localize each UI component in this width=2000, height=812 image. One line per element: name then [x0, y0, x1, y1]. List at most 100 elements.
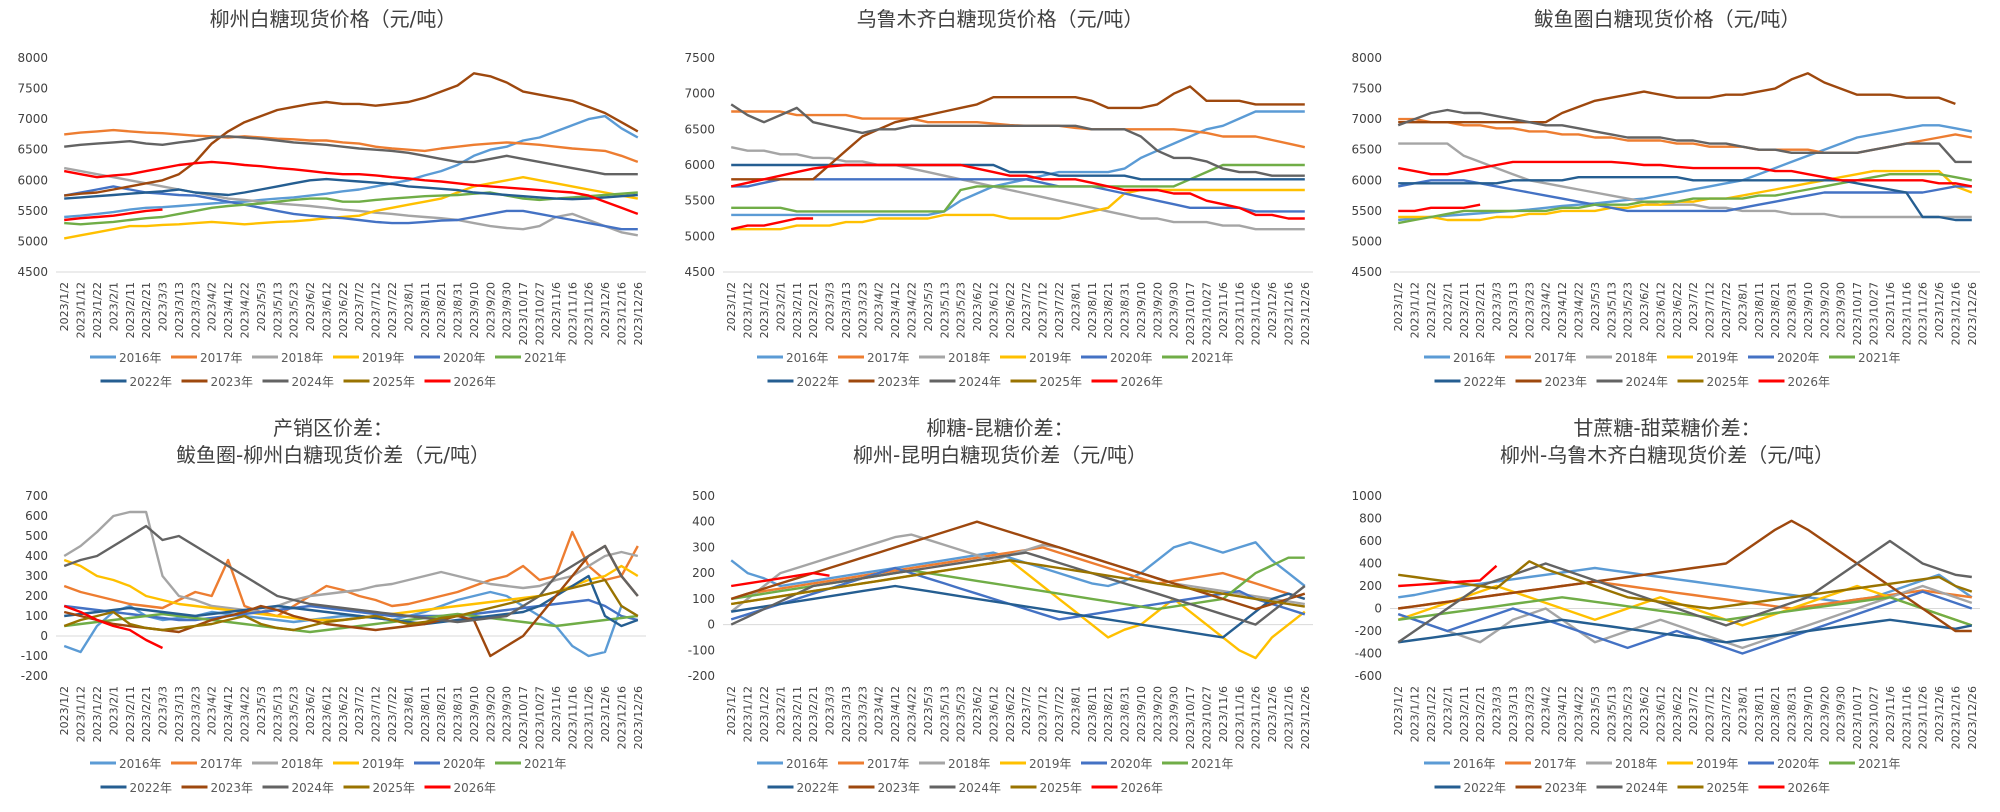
x-tick-label: 2023/12/26: [1299, 282, 1312, 345]
series-line-2022年: [1398, 176, 1972, 222]
x-tick-label: 2023/8/11: [1753, 282, 1766, 338]
x-tick-label: 2023/2/11: [791, 282, 804, 338]
legend-item: 2019年: [1000, 757, 1072, 771]
series-line-2020年: [731, 178, 1305, 213]
x-tick-label: 2023/12/16: [1282, 282, 1295, 345]
x-tick-label: 2023/4/12: [222, 686, 235, 742]
x-tick-label: 2023/2/11: [791, 686, 804, 742]
x-tick-label: 2023/3/23: [189, 686, 202, 742]
x-tick-label: 2023/6/2: [304, 686, 317, 735]
x-tick-label: 2023/2/1: [107, 686, 120, 735]
legend-item: 2026年: [424, 781, 497, 795]
x-tick-label: 2023/8/11: [419, 282, 432, 338]
x-tick-label: 2023/3/3: [824, 282, 837, 331]
chart-wulumuqi: 乌鲁木齐白糖现货价格（元/吨） 4500 5000 5500 6000 6500 7000 7…: [684, 7, 1313, 389]
legend-item: 2020年: [414, 351, 486, 365]
x-tick-label: 2023/10/27: [533, 686, 546, 749]
x-tick-label: 2023/5/23: [288, 282, 301, 338]
chart-title: 鲅鱼圈白糖现货价格（元/吨）: [1534, 7, 1801, 31]
x-tick-label: 2023/5/3: [1589, 282, 1602, 331]
series-line-2018年: [1397, 584, 1973, 650]
y-tick-label: 8000: [17, 51, 48, 65]
legend-item: 2023年: [1515, 781, 1587, 795]
legend-item: 2017年: [171, 757, 243, 771]
legend-label: 2021年: [524, 351, 567, 365]
x-tick-label: 2023/10/17: [1184, 686, 1197, 749]
legend-label: 2024年: [959, 375, 1002, 389]
x-tick-label: 2023/10/17: [1851, 686, 1864, 749]
x-tick-label: 2023/10/27: [1200, 686, 1213, 749]
x-tick-label: 2023/4/22: [238, 282, 251, 338]
series-line-2025年: [731, 559, 1305, 608]
series-line-2016年: [64, 114, 639, 219]
x-tick-label: 2023/9/10: [1135, 686, 1148, 742]
x-tick-label: 2023/10/17: [1184, 282, 1197, 345]
y-tick-label: 5000: [684, 229, 715, 243]
series-line-2022年: [64, 177, 638, 201]
legend-label: 2019年: [1696, 757, 1739, 771]
series-line-2025年: [730, 163, 1305, 220]
legend-label: 2020年: [1777, 757, 1820, 771]
x-tick-label: 2023/4/12: [1556, 686, 1569, 742]
legend-item: 2025年: [1677, 375, 1749, 389]
legend-item: 2026年: [1091, 375, 1163, 389]
y-tick-label: 6000: [1351, 173, 1382, 187]
legend-item: 2024年: [1596, 375, 1668, 389]
series-line-2025年: [63, 578, 639, 632]
x-tick-label: 2023/2/21: [1474, 686, 1487, 742]
y-tick-label: 1000: [1351, 489, 1382, 503]
x-tick-label: 2023/3/3: [1491, 282, 1504, 331]
x-tick-label: 2023/3/13: [173, 282, 186, 338]
x-tick-label: 2023/9/30: [1168, 686, 1181, 742]
legend-item: 2020年: [1081, 351, 1153, 365]
x-tick-label: 2023/11/6: [550, 282, 563, 338]
y-tick-label: -200: [1355, 624, 1382, 638]
legend-label: 2019年: [1029, 351, 1072, 365]
x-tick-label: 2023/2/1: [774, 282, 787, 331]
x-tick-label: 2023/5/13: [1605, 686, 1618, 742]
series-line-2020年: [63, 185, 638, 231]
x-tick-label: 2023/11/16: [566, 282, 579, 345]
x-tick-label: 2023/6/22: [1671, 686, 1684, 742]
y-tick-label: 5000: [1351, 234, 1382, 248]
y-tick-label: 7500: [1351, 82, 1382, 96]
legend-label: 2021年: [524, 757, 567, 771]
x-tick-label: 2023/4/22: [905, 282, 918, 338]
x-tick-label: 2023/4/12: [1556, 282, 1569, 338]
x-tick-label: 2023/6/2: [1638, 686, 1651, 735]
y-tick-label: 100: [692, 592, 715, 606]
x-tick-label: 2023/10/27: [1867, 282, 1880, 345]
x-tick-label: 2023/12/6: [1266, 282, 1279, 338]
x-tick-label: 2023/7/22: [386, 686, 399, 742]
x-tick-label: 2023/5/3: [922, 686, 935, 735]
y-tick-label: 300: [25, 569, 48, 583]
chart-title: 鲅鱼圈-柳州白糖现货价差（元/吨）: [176, 443, 490, 467]
y-tick-label: -200: [688, 669, 715, 683]
legend-item: 2025年: [343, 375, 415, 389]
legend-label: 2023年: [878, 781, 921, 795]
legend-label: 2018年: [281, 757, 324, 771]
x-tick-label: 2023/9/30: [501, 686, 514, 742]
legend-item: 2023年: [848, 375, 920, 389]
series-line-2024年: [1397, 539, 1972, 644]
series-line-2026年: [730, 217, 814, 231]
x-tick-label: 2023/4/2: [1540, 686, 1553, 735]
legend-item: 2026年: [1758, 375, 1830, 389]
legend-item: 2022年: [100, 375, 173, 389]
legend-label: 2022年: [130, 375, 173, 389]
legend-item: 2016年: [757, 351, 829, 365]
chart-title: 甘蔗糖-甜菜糖价差：: [1573, 416, 1760, 440]
y-tick-label: 5500: [1351, 204, 1382, 218]
legend-item: 2016年: [90, 757, 162, 771]
x-tick-label: 2023/1/12: [1409, 282, 1422, 338]
y-tick-label: 6000: [17, 173, 48, 187]
legend-item: 2022年: [767, 781, 839, 795]
x-tick-label: 2023/9/30: [1168, 282, 1181, 338]
legend-label: 2026年: [454, 781, 497, 795]
legend-item: 2020年: [414, 757, 486, 771]
y-tick-label: 100: [25, 609, 48, 623]
x-tick-label: 2023/11/26: [583, 282, 596, 345]
legend-label: 2022年: [797, 375, 840, 389]
legend-item: 2021年: [1162, 351, 1234, 365]
x-tick-label: 2023/9/20: [1818, 282, 1831, 338]
